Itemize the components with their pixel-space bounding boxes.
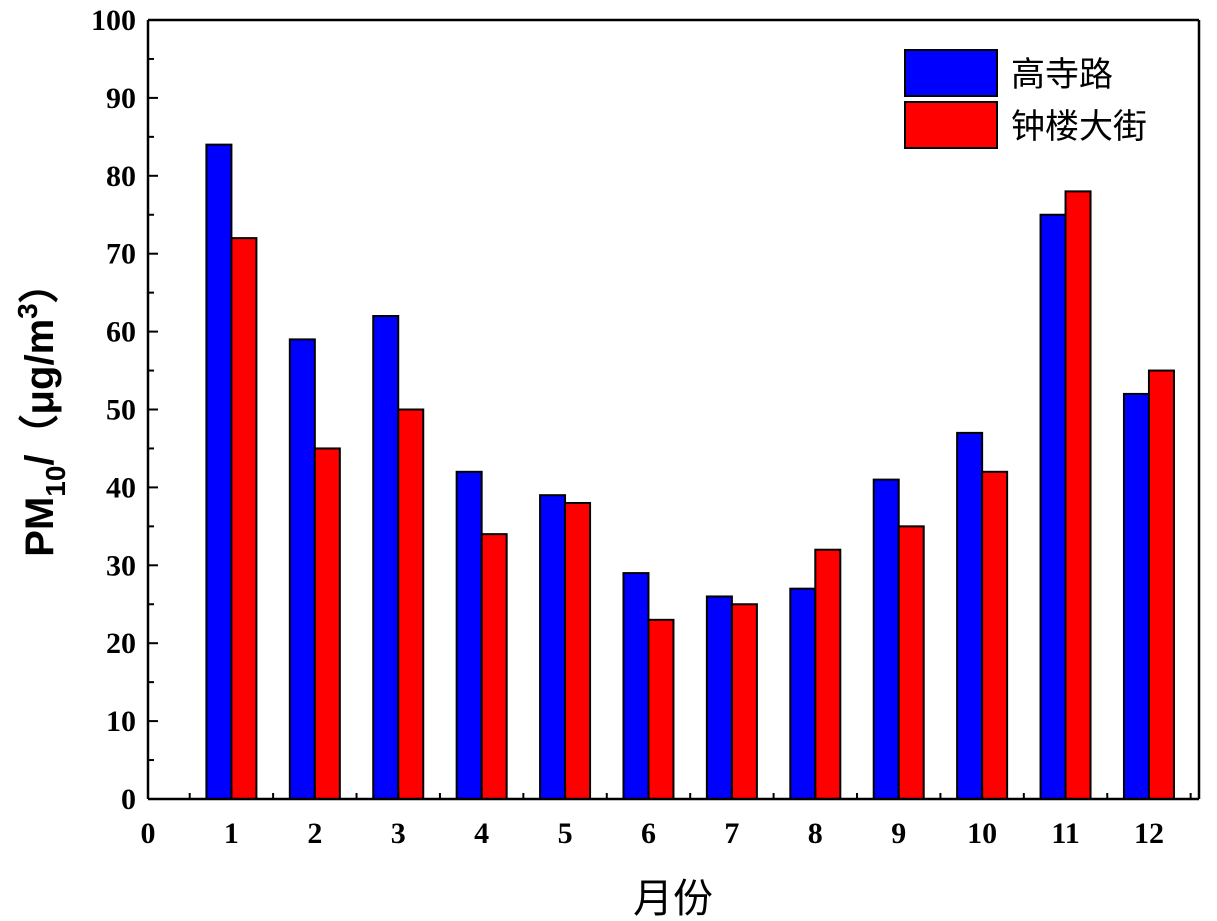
- bars-group: [205, 143, 1175, 801]
- x-tick-label: 8: [808, 817, 823, 850]
- y-axis-title-subscript: 10: [40, 466, 71, 497]
- bar-series2-month-2: [313, 447, 341, 800]
- bar-series1-month-8: [789, 587, 817, 800]
- x-tick-label: 2: [307, 817, 322, 850]
- bar-series2-month-5: [564, 501, 592, 800]
- y-tick-label: 30: [106, 549, 136, 582]
- x-tick-label: 4: [474, 817, 489, 850]
- bar-series2-month-8: [814, 548, 842, 800]
- bar-series1-month-9: [872, 478, 900, 800]
- y-tick-label: 50: [106, 394, 136, 427]
- y-tick-label: 100: [91, 4, 136, 37]
- y-tick-label: 20: [106, 627, 136, 660]
- x-tick-label: 12: [1134, 817, 1164, 850]
- y-tick-label: 80: [106, 160, 136, 193]
- bar-series2-month-6: [647, 618, 675, 801]
- legend-swatch-series1: [904, 49, 998, 97]
- y-tick-label: 70: [106, 238, 136, 271]
- y-tick-label: 40: [106, 471, 136, 504]
- x-axis-title: 月份: [633, 876, 713, 921]
- bar-series2-month-11: [1064, 190, 1092, 800]
- y-axis-title-unit-prefix: /（μg/m: [18, 319, 62, 466]
- x-tick-label: 11: [1051, 817, 1079, 850]
- bar-series1-month-11: [1039, 213, 1067, 800]
- legend-swatch-series2: [904, 101, 998, 149]
- bar-series1-month-4: [455, 470, 483, 800]
- bar-series1-month-12: [1122, 392, 1150, 800]
- x-tick-label: 10: [967, 817, 997, 850]
- bar-series2-month-12: [1147, 369, 1175, 800]
- bar-series2-month-9: [897, 525, 925, 800]
- bar-series2-month-7: [730, 603, 758, 800]
- y-tick-label: 60: [106, 316, 136, 349]
- bar-series2-month-1: [230, 237, 258, 800]
- bar-series2-month-10: [981, 470, 1009, 800]
- bar-series1-month-2: [288, 338, 316, 800]
- x-tick-label: 1: [224, 817, 239, 850]
- y-axis-title-superscript: 3: [12, 303, 43, 319]
- y-tick-label: 0: [121, 783, 136, 816]
- x-tick-label: 3: [391, 817, 406, 850]
- x-tick-label: 5: [558, 817, 573, 850]
- bar-series2-month-3: [397, 408, 425, 800]
- bar-series2-month-4: [480, 533, 508, 800]
- x-tick-label: 9: [891, 817, 906, 850]
- y-axis-title-main: PM: [18, 497, 62, 557]
- y-tick-label: 10: [106, 705, 136, 738]
- y-axis-title-unit-suffix: ）: [18, 263, 62, 303]
- bar-series1-month-5: [539, 494, 567, 800]
- x-tick-label: 0: [141, 817, 156, 850]
- bar-series1-month-7: [705, 595, 733, 801]
- y-axis-title: PM10/（μg/m3）: [12, 263, 71, 556]
- x-tick-label: 7: [724, 817, 739, 850]
- legend-label-series1: 高寺路: [1011, 55, 1113, 95]
- y-tick-label: 90: [106, 82, 136, 115]
- legend-label-series2: 钟楼大街: [1011, 107, 1147, 147]
- bar-series1-month-10: [956, 431, 984, 800]
- bar-series1-month-6: [622, 572, 650, 801]
- bar-series1-month-1: [205, 143, 233, 800]
- x-tick-label: 6: [641, 817, 656, 850]
- bar-series1-month-3: [372, 315, 400, 800]
